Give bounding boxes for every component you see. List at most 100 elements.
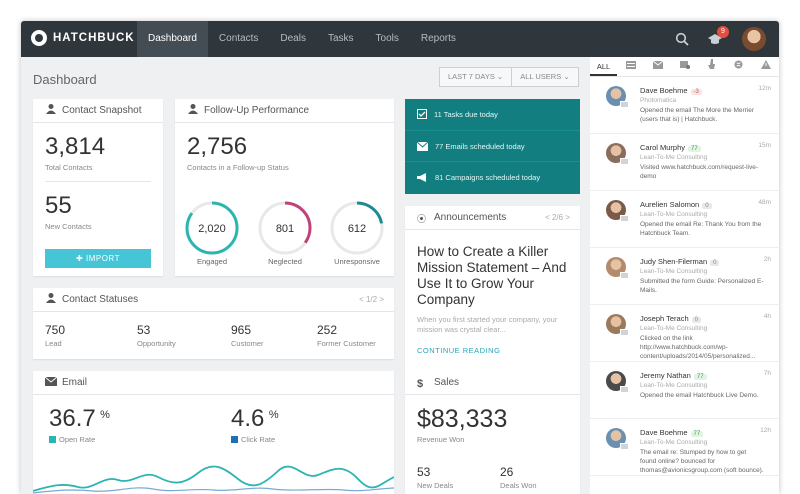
activity-time: 15m — [758, 142, 771, 149]
nav-tools[interactable]: Tools — [375, 33, 399, 44]
contact-company: Lean-To-Me Consulting — [640, 325, 708, 332]
status-label-opportunity: Opportunity — [137, 339, 176, 348]
score-badge: 77 — [688, 146, 701, 152]
card-title: Announcements — [434, 212, 507, 223]
activity-description: The email re: Stumped by how to get foun… — [640, 449, 764, 474]
campaigns-scheduled-item[interactable]: 81 Campaigns scheduled today — [405, 162, 580, 194]
activity-item[interactable]: Aurelien Salomon 0 Lean-To-Me Consulting Op… — [590, 191, 779, 248]
new-contacts-label: New Contacts — [45, 222, 92, 231]
notification-badge: 9 — [717, 26, 729, 38]
email-trend-sparkline — [33, 465, 394, 494]
contact-name[interactable]: Judy Shen-Filerman — [640, 257, 708, 266]
open-rate-metric: 36.7 % — [49, 405, 110, 432]
contact-name[interactable]: Dave Boehme — [640, 86, 688, 95]
ring-label-neglected: Neglected — [268, 257, 302, 266]
continue-reading-link[interactable]: CONTINUE READING — [417, 346, 501, 355]
activity-item[interactable]: Dave Boehme -3 Photomatica Opened the email… — [590, 77, 779, 134]
tab-web[interactable] — [725, 57, 752, 76]
follow-up-value: 2,756 — [187, 133, 248, 160]
today-summary-panel: 11 Tasks due today 77 Emails scheduled t… — [405, 99, 580, 194]
nav-reports[interactable]: Reports — [420, 33, 456, 44]
tab-sequences[interactable] — [671, 57, 698, 76]
activity-description: Opened the email The More the Merrier (u… — [640, 107, 755, 123]
activity-item[interactable]: Dave Boehme 77 Lean-To-Me Consulting The em… — [590, 419, 779, 476]
follow-up-performance-card: Follow-Up Performance 2,756 Contacts in … — [175, 99, 394, 276]
ring-progress-unresponsive — [330, 201, 384, 255]
activity-item[interactable]: Judy Shen-Filerman 0 Lean-To-Me Consulting… — [590, 248, 779, 305]
card-title: Sales — [434, 377, 460, 388]
statuses-pager[interactable]: < 1/2 > — [359, 295, 384, 304]
activity-type-icon — [620, 443, 629, 450]
envelope-icon — [45, 376, 57, 386]
activity-item[interactable]: Joseph Terach 0 Lean-To-Me Consulting Click… — [590, 305, 779, 362]
user-avatar[interactable] — [742, 27, 766, 51]
nav-contacts[interactable]: Contacts — [218, 33, 259, 44]
tab-alerts[interactable] — [752, 57, 779, 76]
deals-won-value: 26 — [500, 465, 514, 479]
announcement-headline[interactable]: How to Create a Killer Mission Statement… — [417, 244, 567, 307]
ring-progress-engaged — [185, 201, 239, 255]
new-contacts-value: 55 — [45, 192, 72, 219]
form-icon — [625, 61, 636, 69]
status-label-customer: Customer — [231, 339, 264, 348]
contact-name[interactable]: Joseph Terach — [640, 314, 689, 323]
date-range-dropdown[interactable]: LAST 7 DAYS ⌄ — [439, 67, 513, 87]
follow-up-rings: 2,020 801 612 — [185, 201, 384, 255]
contact-company: Lean-To-Me Consulting — [640, 439, 708, 446]
tasks-due-item[interactable]: 11 Tasks due today — [405, 99, 580, 131]
status-label-former-customer: Former Customer — [317, 339, 376, 348]
import-button[interactable]: ✚ IMPORT — [45, 249, 151, 268]
status-value-opportunity: 53 — [137, 323, 151, 337]
brand-logo[interactable]: HATCHBUCK — [31, 30, 135, 46]
chevron-down-icon: ⌄ — [563, 72, 570, 81]
contact-name[interactable]: Jeremy Nathan — [640, 371, 691, 380]
nav-deals[interactable]: Deals — [280, 33, 306, 44]
announcement-pager[interactable]: < 2/6 > — [545, 213, 570, 222]
score-badge: 0 — [710, 260, 720, 266]
tab-forms[interactable] — [617, 57, 644, 76]
activity-type-icon — [620, 215, 629, 222]
dollar-icon: $ — [417, 378, 424, 390]
activity-type-icon — [620, 101, 629, 108]
score-badge: 0 — [702, 203, 712, 209]
activity-description: Visited www.hatchbuck.com/request-live-d… — [640, 164, 759, 180]
sales-card: $ Sales $83,333 Revenue Won 53 New Deals … — [405, 371, 580, 494]
chevron-down-icon: ⌄ — [496, 72, 504, 81]
activity-description: Opened the email Re: Thank You from the … — [640, 221, 762, 237]
emails-scheduled-item[interactable]: 77 Emails scheduled today — [405, 131, 580, 163]
score-badge: 77 — [690, 431, 704, 437]
envelope-icon — [652, 60, 663, 69]
status-value-lead: 750 — [45, 323, 66, 337]
click-rate-swatch — [231, 436, 238, 443]
activity-item[interactable]: Jeremy Nathan 77 Lean-To-Me Consulting Open… — [590, 362, 779, 419]
users-dropdown[interactable]: ALL USERS ⌄ — [512, 67, 579, 87]
activity-description: Clicked on the link http://www.hatchbuck… — [640, 335, 756, 360]
activity-time: 12m — [758, 85, 771, 92]
card-title: Follow-Up Performance — [204, 105, 310, 116]
activity-type-icon — [620, 386, 629, 393]
sequence-icon — [679, 61, 690, 69]
activity-time: 12h — [760, 427, 771, 434]
nav-tasks[interactable]: Tasks — [327, 33, 354, 44]
open-rate-swatch — [49, 436, 56, 443]
contact-company: Lean-To-Me Consulting — [640, 382, 708, 389]
search-icon[interactable] — [675, 32, 689, 46]
pointer-icon — [707, 59, 715, 69]
contact-name[interactable]: Aurelien Salomon — [640, 200, 700, 209]
tab-all[interactable]: ALL — [590, 57, 617, 76]
nav-dashboard[interactable]: Dashboard — [137, 21, 208, 57]
page-title: Dashboard — [33, 72, 97, 87]
contact-name[interactable]: Dave Boehme — [640, 428, 688, 437]
new-deals-value: 53 — [417, 465, 431, 479]
deals-won-label: Deals Won — [500, 481, 537, 490]
card-title: Contact Snapshot — [62, 105, 142, 116]
activity-type-icon — [620, 329, 629, 336]
contact-company: Lean-To-Me Consulting — [640, 154, 708, 161]
activity-item[interactable]: Carol Murphy 77 Lean-To-Me Consulting Visit… — [590, 134, 779, 191]
tab-emails[interactable] — [644, 57, 671, 76]
tab-clicks[interactable] — [698, 57, 725, 76]
person-icon — [46, 293, 56, 303]
ring-value-neglected: 801 — [276, 223, 294, 235]
activity-time: 2h — [763, 256, 771, 263]
contact-name[interactable]: Carol Murphy — [640, 143, 686, 152]
